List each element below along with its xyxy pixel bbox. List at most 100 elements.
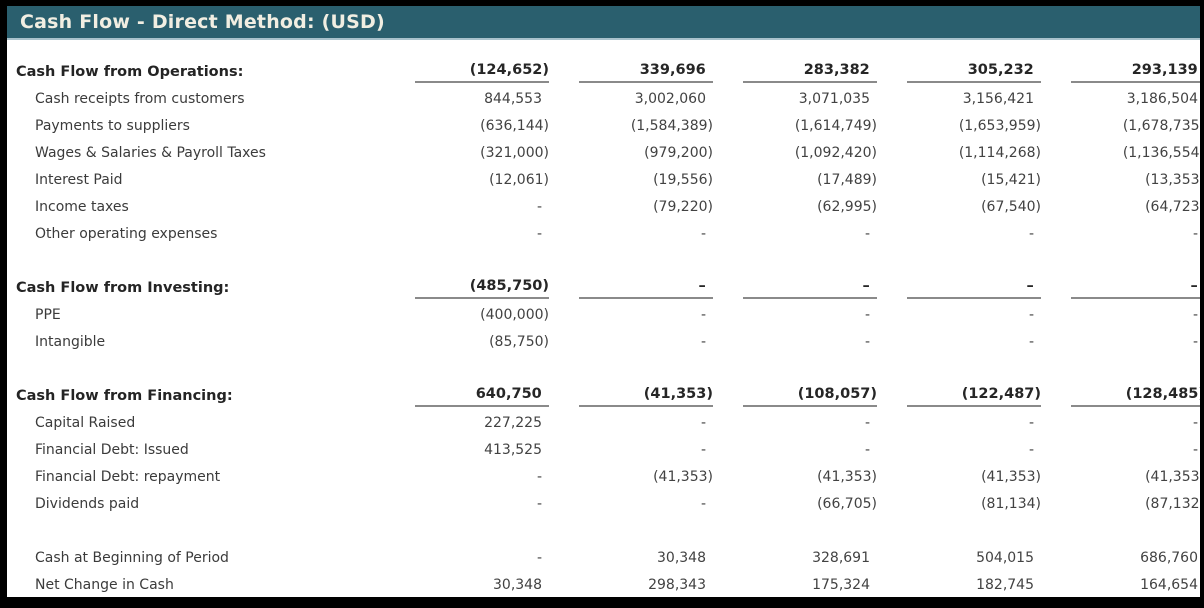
value-cell: 182,745 (976, 576, 1034, 593)
value-cell: 3,186,504 (1126, 90, 1198, 107)
value-cell: (979,200) (644, 144, 713, 161)
value-cell: (41,353) (817, 468, 877, 485)
value-cell: 30,348 (493, 576, 542, 593)
value-cell: (15,421) (981, 171, 1041, 188)
value-cell: (1,584,389) (630, 117, 713, 134)
value-cell: - (1028, 225, 1034, 242)
row-wages: Wages & Salaries & Payroll Taxes (321,00… (7, 139, 1204, 166)
value-cell: - (1192, 225, 1198, 242)
row-label: PPE (35, 306, 61, 323)
value-cell: (1,092,420) (794, 144, 877, 161)
value-cell: – (907, 276, 1041, 299)
row-label: Interest Paid (35, 171, 123, 188)
value-cell: (87,132) (1145, 495, 1204, 512)
row-label: Dividends paid (35, 495, 140, 512)
row-cash-receipts: Cash receipts from customers 844,553 3,0… (7, 85, 1200, 112)
title-bar: Cash Flow - Direct Method: (USD) (7, 6, 1200, 40)
value-cell: - (864, 306, 870, 323)
row-label: Net Change in Cash (35, 576, 174, 593)
section-spacer (7, 247, 1200, 274)
row-debt-repayment: Financial Debt: repayment - (41,353) (41… (7, 463, 1204, 490)
value-cell: - (1192, 306, 1198, 323)
row-interest-paid: Interest Paid (12,061) (19,556) (17,489)… (7, 166, 1204, 193)
value-cell: - (1028, 333, 1034, 350)
row-label: Financial Debt: repayment (35, 468, 221, 485)
value-cell: 686,760 (1140, 549, 1198, 566)
value-cell: - (700, 414, 706, 431)
value-cell: (485,750) (415, 276, 549, 299)
value-cell: (41,353) (1145, 468, 1204, 485)
value-cell: - (1028, 441, 1034, 458)
row-label: Income taxes (35, 198, 129, 215)
value-cell: 3,071,035 (798, 90, 870, 107)
value-cell: (124,652) (415, 60, 549, 83)
value-cell: - (864, 414, 870, 431)
value-cell: - (700, 333, 706, 350)
value-cell: 504,015 (976, 549, 1034, 566)
row-dividends-paid: Dividends paid - - (66,705) (81,134) (87… (7, 490, 1204, 517)
value-cell: - (536, 549, 542, 566)
value-cell: 851,415 (1071, 599, 1204, 608)
value-cell: (12,061) (489, 171, 549, 188)
value-cell: (17,489) (817, 171, 877, 188)
value-cell: (41,353) (579, 384, 713, 407)
value-cell: - (864, 225, 870, 242)
value-cell: 686,760 (907, 599, 1041, 608)
page-title: Cash Flow - Direct Method: (USD) (20, 11, 385, 33)
value-cell: 328,691 (579, 599, 713, 608)
row-intangible: Intangible (85,750) - - - - (7, 328, 1200, 355)
row-label: Cash Flow from Financing: (16, 387, 233, 404)
row-ppe: PPE (400,000) - - - - (7, 301, 1200, 328)
value-cell: (1,136,554) (1122, 144, 1204, 161)
row-net-change: Net Change in Cash 30,348 298,343 175,32… (7, 571, 1200, 597)
value-cell: 328,691 (812, 549, 870, 566)
value-cell: 640,750 (415, 384, 549, 407)
row-operations-total: Cash Flow from Operations: (124,652) 339… (7, 58, 1200, 85)
value-cell: (41,353) (653, 468, 713, 485)
value-cell: - (536, 468, 542, 485)
row-cash-beginning: Cash at Beginning of Period - 30,348 328… (7, 544, 1200, 571)
row-label: Payments to suppliers (35, 117, 190, 134)
row-label: Intangible (35, 333, 106, 350)
value-cell: - (536, 198, 542, 215)
value-cell: (122,487) (907, 384, 1041, 407)
value-cell: (13,353) (1145, 171, 1204, 188)
value-cell: - (536, 495, 542, 512)
value-cell: (128,485) (1071, 384, 1200, 407)
row-label: Cash at Beginning of Period (35, 549, 229, 566)
row-other-operating-expenses: Other operating expenses - - - - - (7, 220, 1200, 247)
value-cell: 504,015 (743, 599, 877, 608)
value-cell: - (1192, 414, 1198, 431)
value-cell: - (700, 225, 706, 242)
value-cell: 413,525 (484, 441, 542, 458)
cash-flow-table: Cash Flow from Operations: (124,652) 339… (7, 58, 1204, 608)
row-cash-end-total: Cash at End of Period 30,348 328,691 504… (7, 598, 1204, 608)
value-cell: – (579, 276, 713, 299)
value-cell: (1,678,735) (1122, 117, 1204, 134)
row-label: Capital Raised (35, 414, 136, 431)
row-label: Cash at End of Period (7, 598, 385, 608)
value-cell: - (1192, 333, 1198, 350)
value-cell: 3,156,421 (962, 90, 1034, 107)
value-cell: - (864, 333, 870, 350)
value-cell: 293,139 (1071, 60, 1200, 83)
row-label: Financial Debt: Issued (35, 441, 189, 458)
value-cell: – (1071, 276, 1200, 299)
value-cell: - (1028, 306, 1034, 323)
value-cell: (62,995) (817, 198, 877, 215)
value-cell: (64,723) (1145, 198, 1204, 215)
value-cell: (1,653,959) (958, 117, 1041, 134)
row-label: Cash receipts from customers (35, 90, 245, 107)
row-investing-total: Cash Flow from Investing: (485,750) – – … (7, 274, 1200, 301)
value-cell: – (743, 276, 877, 299)
value-cell: - (536, 225, 542, 242)
value-cell: 164,654 (1140, 576, 1198, 593)
value-cell: 283,382 (743, 60, 877, 83)
value-cell: 298,343 (648, 576, 706, 593)
row-label: Other operating expenses (35, 225, 218, 242)
value-cell: (66,705) (817, 495, 877, 512)
value-cell: (1,114,268) (958, 144, 1041, 161)
value-cell: - (1028, 414, 1034, 431)
value-cell: (400,000) (480, 306, 549, 323)
